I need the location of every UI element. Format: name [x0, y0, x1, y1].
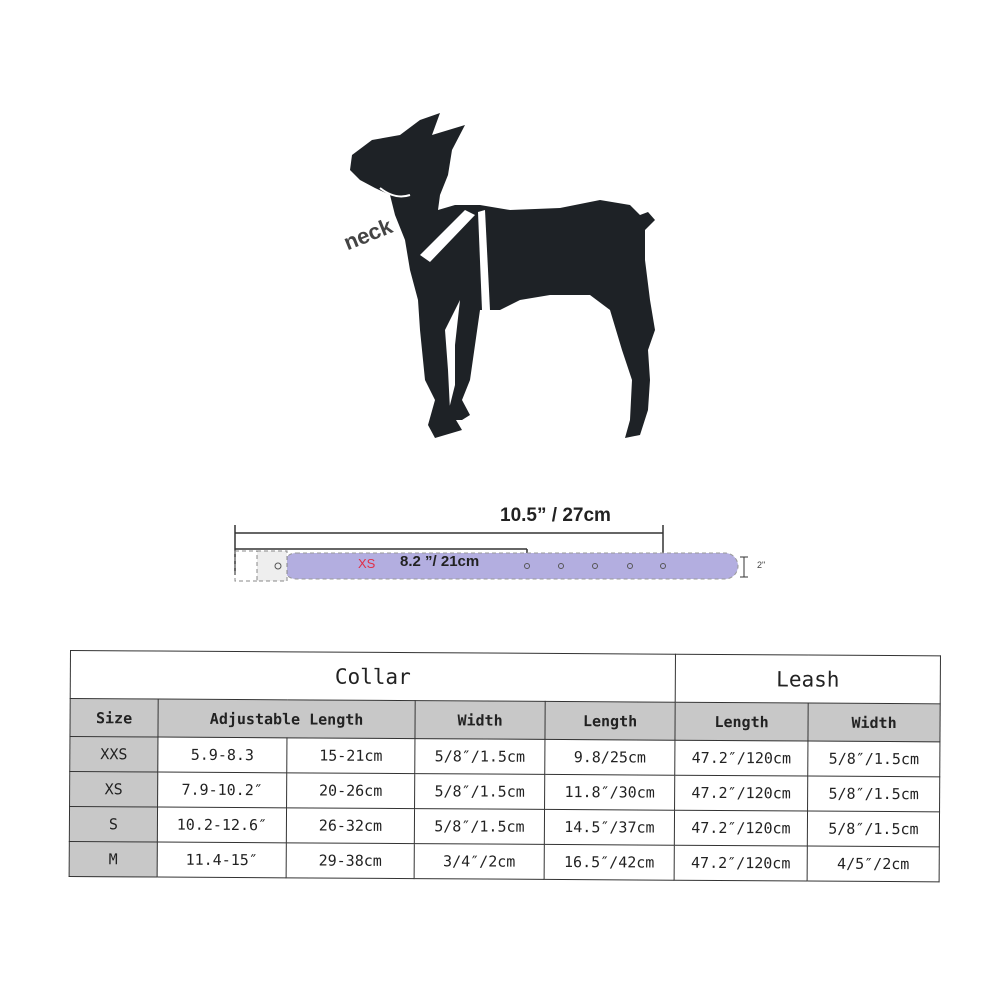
group-header-row: Collar Leash — [70, 650, 941, 704]
cell: 20-26cm — [286, 772, 415, 809]
cell: 11.4-15″ — [157, 842, 287, 878]
cell: 16.5″/42cm — [544, 844, 675, 881]
header-collar-width: Width — [414, 700, 546, 740]
cell: 10.2-12.6″ — [157, 807, 287, 843]
header-size: Size — [69, 698, 159, 738]
header-leash-length: Length — [674, 702, 809, 742]
collar-header: Collar — [70, 650, 676, 703]
cell: 15-21cm — [286, 737, 415, 774]
header-adjustable-length: Adjustable Length — [157, 699, 416, 739]
collar-size-label: XS — [358, 556, 376, 571]
cell: 47.2″/120cm — [674, 845, 808, 882]
cell: 29-38cm — [286, 842, 415, 879]
table-row: XXS 5.9-8.3 15-21cm 5/8″/1.5cm 9.8/25cm 47.2″… — [69, 736, 940, 777]
header-leash-width: Width — [807, 703, 941, 742]
cell: 26-32cm — [286, 807, 415, 844]
cell: 47.2″/120cm — [674, 775, 808, 812]
collar-strap — [282, 552, 739, 580]
size-chart: Collar Leash Size Adjustable Length Widt… — [69, 650, 941, 882]
cell: 14.5″/37cm — [544, 809, 675, 846]
cell: 5/8″/1.5cm — [414, 808, 545, 845]
cell: 5/8″/1.5cm — [807, 741, 940, 777]
cell: 11.8″/30cm — [544, 774, 675, 811]
cell: 5/8″/1.5cm — [414, 773, 545, 810]
cell: 9.8/25cm — [544, 739, 675, 776]
min-length-label: 8.2 ”/ 21cm — [400, 553, 480, 570]
table-row: S 10.2-12.6″ 26-32cm 5/8″/1.5cm 14.5″/37cm 47… — [69, 806, 940, 847]
table-row: M 11.4-15″ 29-38cm 3/4″/2cm 16.5″/42cm 47.2″/… — [69, 841, 940, 882]
collar-width-label: 2" — [757, 560, 766, 570]
dog-silhouette — [350, 113, 655, 438]
column-header-row: Size Adjustable Length Width Length Leng… — [69, 698, 941, 742]
cell: M — [69, 841, 158, 878]
collar-buckle — [234, 550, 260, 582]
table-row: XS 7.9-10.2″ 20-26cm 5/8″/1.5cm 11.8″/30cm 47… — [69, 771, 940, 812]
leash-header: Leash — [675, 654, 941, 704]
cell: XS — [69, 771, 158, 808]
cell: XXS — [69, 736, 158, 773]
cell: 47.2″/120cm — [674, 810, 808, 847]
cell: 5/8″/1.5cm — [414, 738, 545, 775]
header-collar-length: Length — [544, 701, 676, 741]
cell: 5/8″/1.5cm — [807, 811, 940, 847]
cell: 5/8″/1.5cm — [807, 776, 940, 812]
cell: 4/5″/2cm — [807, 846, 940, 882]
cell: 3/4″/2cm — [414, 843, 545, 880]
cell: 5.9-8.3 — [157, 737, 287, 773]
full-length-label: 10.5” / 27cm — [500, 505, 611, 526]
cell: 47.2″/120cm — [674, 740, 808, 777]
collar-diagram — [234, 525, 748, 582]
cell: 7.9-10.2″ — [157, 772, 287, 808]
cell: S — [69, 806, 158, 843]
